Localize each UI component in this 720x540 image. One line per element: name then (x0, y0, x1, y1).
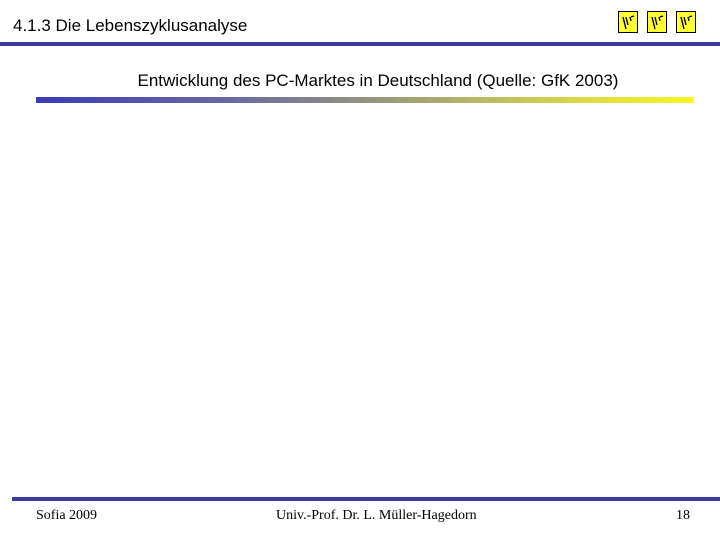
footer-author: Univ.-Prof. Dr. L. Müller-Hagedorn (276, 508, 477, 523)
title-divider (0, 42, 720, 46)
university-logo-icon (618, 11, 638, 33)
slide-title: 4.1.3 Die Lebenszyklusanalyse (13, 16, 248, 35)
footer-location: Sofia 2009 (36, 508, 98, 523)
page-number: 18 (676, 508, 690, 523)
university-logo-icon (647, 11, 667, 33)
logo-group (618, 11, 698, 35)
footer-divider (12, 497, 720, 501)
university-logo-icon (676, 11, 696, 33)
slide-subtitle: Entwicklung des PC-Marktes in Deutschlan… (137, 71, 619, 90)
gradient-divider (36, 97, 694, 103)
